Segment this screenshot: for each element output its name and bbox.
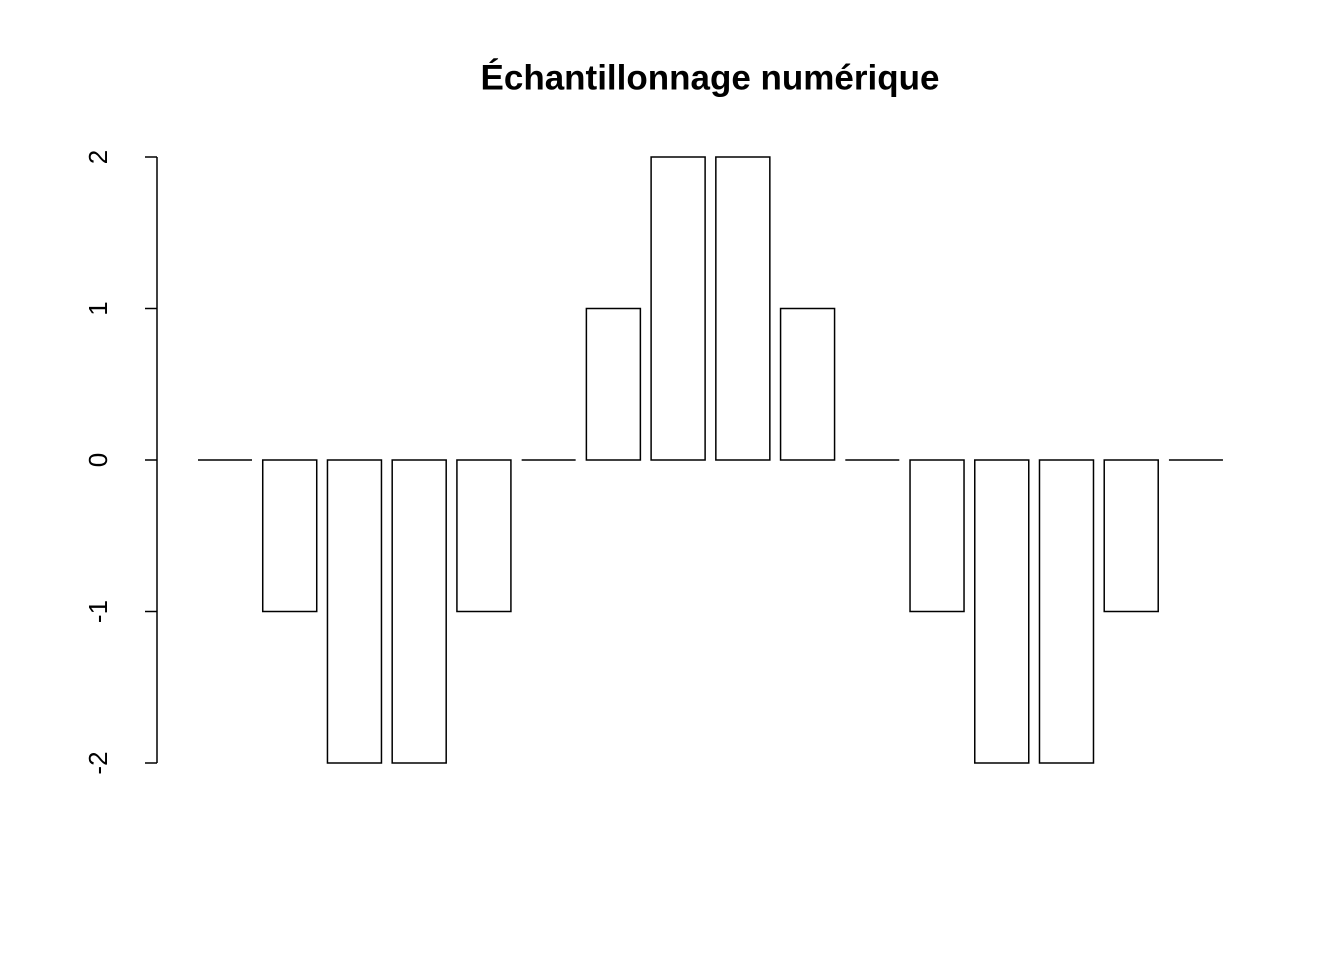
chart-title: Échantillonnage numérique xyxy=(481,57,940,97)
bar xyxy=(779,307,836,461)
bar xyxy=(1038,459,1095,764)
bar xyxy=(391,459,447,764)
bar xyxy=(456,459,512,613)
bar xyxy=(585,307,642,461)
bar xyxy=(261,459,318,613)
y-tick-label: 0 xyxy=(83,453,113,467)
bar xyxy=(974,459,1030,764)
y-tick-label: -1 xyxy=(83,600,113,623)
bar xyxy=(909,459,965,613)
bar xyxy=(650,156,706,461)
y-tick-label: 1 xyxy=(83,301,113,315)
y-tick-label: 2 xyxy=(83,150,113,164)
y-tick-label: -2 xyxy=(83,751,113,774)
bar xyxy=(326,459,383,764)
bar xyxy=(715,156,771,461)
bar xyxy=(1103,459,1159,613)
